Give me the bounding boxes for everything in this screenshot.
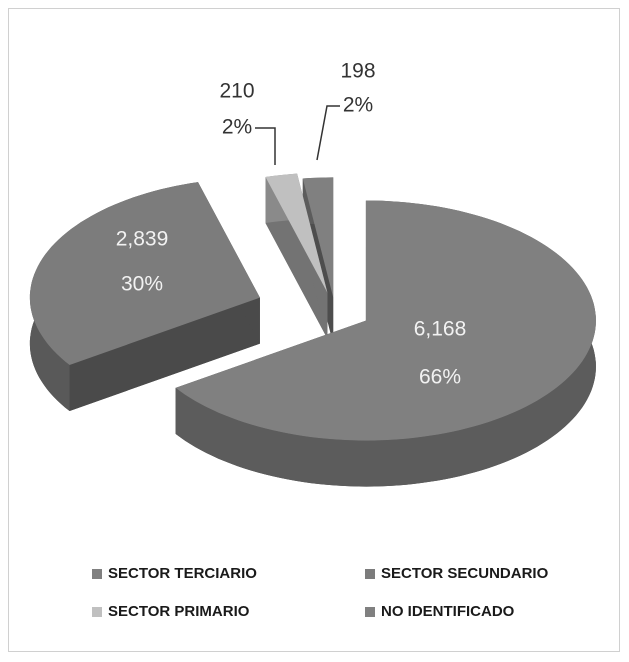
pie <box>29 173 596 487</box>
percent-label: 66% <box>419 366 461 389</box>
slice-side <box>175 200 596 487</box>
slice <box>175 200 596 441</box>
value-label: 198 <box>340 60 375 83</box>
legend-swatch <box>365 569 375 579</box>
slice-wall <box>69 297 260 411</box>
legend-label: NO IDENTIFICADO <box>381 603 515 620</box>
percent-label: 2% <box>222 116 252 139</box>
legend-label: SECTOR PRIMARIO <box>108 603 250 620</box>
legend-swatch <box>92 569 102 579</box>
slice <box>302 177 334 298</box>
legend-label: SECTOR SECUNDARIO <box>381 565 549 582</box>
labels: 6,168 66% 2,839 30% 210 2% 198 2% <box>116 60 467 389</box>
value-label: 210 <box>219 80 254 103</box>
value-label: 6,168 <box>414 318 467 341</box>
value-label: 2,839 <box>116 228 169 251</box>
leader-line <box>316 105 340 161</box>
slice <box>29 182 260 365</box>
legend-swatch <box>92 607 102 617</box>
leader-line <box>255 127 276 165</box>
slice <box>265 173 328 293</box>
percent-label: 30% <box>121 273 163 296</box>
legend-label: SECTOR TERCIARIO <box>108 565 257 582</box>
legend: SECTOR TERCIARIO SECTOR SECUNDARIO SECTOR … <box>92 565 549 620</box>
percent-label: 2% <box>343 94 373 117</box>
legend-swatch <box>365 607 375 617</box>
